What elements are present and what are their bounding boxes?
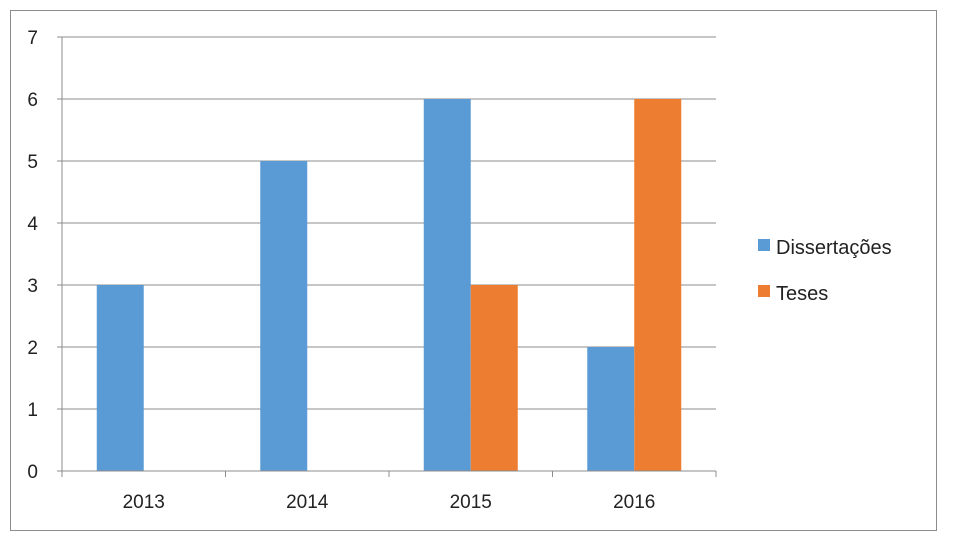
x-tick-label: 2013 (123, 492, 165, 513)
bar-dissertacoes-2016 (587, 347, 635, 471)
y-tick-label: 2 (27, 338, 38, 359)
y-tick-label: 4 (27, 214, 38, 235)
legend-label: Dissertações (776, 237, 892, 259)
legend-swatch (758, 239, 770, 251)
y-tick-label: 6 (27, 90, 38, 111)
legend-label: Teses (776, 283, 828, 305)
y-tick-label: 1 (27, 400, 38, 421)
bars (96, 99, 682, 471)
x-tick-label: 2014 (286, 492, 329, 513)
bar-teses-2016 (634, 99, 682, 471)
axes (57, 36, 717, 477)
x-tick-label: 2016 (613, 492, 655, 513)
legend: Dissertações Teses (758, 237, 892, 305)
bar-dissertacoes-2013 (96, 285, 144, 471)
y-tick-label: 0 (27, 462, 38, 483)
bar-teses-2015 (470, 285, 518, 471)
y-tick-label: 7 (27, 28, 38, 49)
bar-dissertacoes-2014 (260, 161, 308, 471)
x-tick-label: 2015 (450, 492, 492, 513)
x-tick-labels: 2013 2014 2015 2016 (123, 492, 656, 513)
y-tick-label: 3 (27, 276, 38, 297)
bar-dissertacoes-2015 (423, 99, 471, 471)
y-tick-labels: 0 1 2 3 4 5 6 7 (27, 28, 38, 483)
y-tick-label: 5 (27, 152, 38, 173)
legend-swatch (758, 285, 770, 297)
